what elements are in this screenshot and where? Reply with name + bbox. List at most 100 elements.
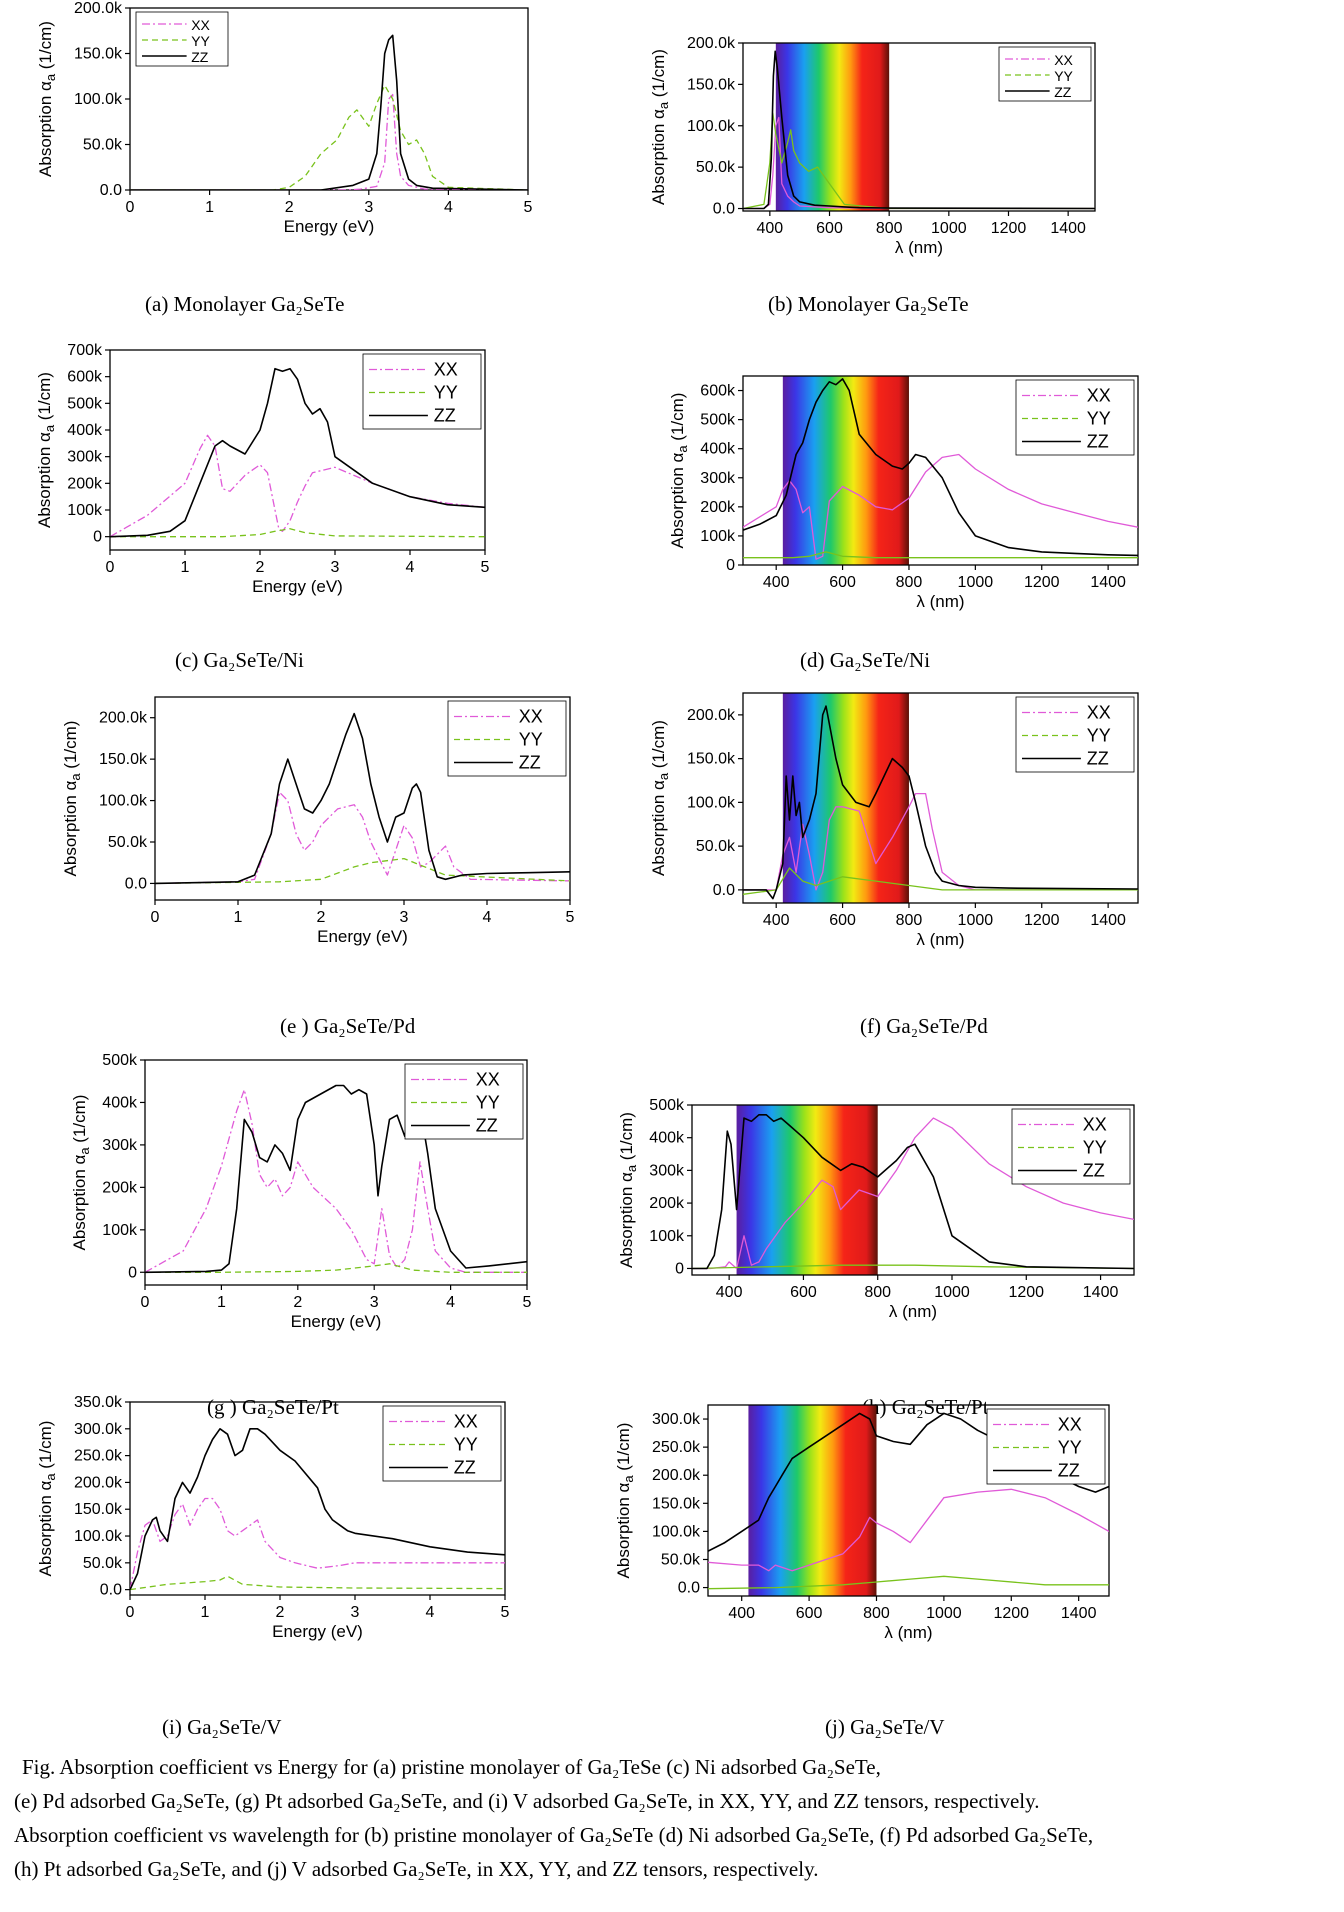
y-tick-label: 0.0: [100, 1582, 122, 1599]
x-tick-label: 4: [446, 1294, 455, 1311]
y-tick-label: 200.0k: [652, 1467, 701, 1484]
legend-label-zz: ZZ: [1058, 1461, 1080, 1481]
x-tick-label: 1200: [1024, 574, 1060, 591]
legend-label-zz: ZZ: [434, 406, 456, 426]
visible-spectrum-band: [782, 376, 909, 565]
y-tick-label: 0: [93, 529, 102, 546]
legend-label-xx: XX: [1058, 1415, 1082, 1435]
y-tick-label: 50.0k: [661, 1551, 701, 1568]
chart-i: 0 1 2 3 4 5 0.0 50.0k 100.0k 150.0k 200.0k 250.0k 30…: [36, 1394, 510, 1641]
series-line-yy: [110, 528, 485, 538]
legend: XX YY ZZ: [382, 1405, 502, 1482]
x-tick-label: 800: [864, 1284, 891, 1301]
legend-label-zz: ZZ: [1083, 1161, 1105, 1181]
y-tick-label: 0: [726, 557, 735, 574]
x-tick-label: 2: [256, 559, 265, 576]
y-tick-label: 0: [128, 1264, 137, 1281]
x-axis-label: Energy (eV): [272, 1622, 363, 1641]
x-tick-label: 600: [790, 1284, 817, 1301]
y-tick-label: 400k: [700, 441, 736, 458]
plot-frame: [742, 375, 1139, 566]
legend-label-xx: XX: [191, 17, 210, 33]
x-tick-label: 1200: [1024, 912, 1060, 929]
x-tick-label: 4: [444, 199, 453, 216]
x-tick-label: 5: [566, 909, 575, 926]
x-axis-label: Energy (eV): [291, 1312, 382, 1331]
y-tick-label: 200.0k: [687, 707, 736, 724]
series-line-yy: [130, 84, 528, 190]
x-tick-label: 1: [205, 199, 214, 216]
chart-g: 0 1 2 3 4 5 0 100k 200k 300k 400k 500k Energy (eV) Ab…: [70, 1052, 532, 1331]
x-tick-label: 600: [829, 574, 856, 591]
x-tick-label: 400: [763, 574, 790, 591]
series-line-xx: [743, 453, 1138, 560]
x-axis-label: Energy (eV): [284, 217, 375, 236]
x-axis-label: λ (nm): [916, 592, 964, 611]
legend-box: [382, 1405, 502, 1482]
series-line-zz: [110, 367, 485, 538]
legend: XX YY ZZ: [986, 1408, 1106, 1485]
y-tick-label: 200k: [67, 475, 103, 492]
plot-frame: [742, 42, 1096, 212]
panel-caption-e: (e ) Ga₂SeTe/Pd: [280, 1014, 416, 1038]
y-tick-label: 0.0: [713, 201, 735, 218]
chart-f: 400 600 800 1000 1200 1400 0.0 50.0k 100.0k 150.0…: [649, 692, 1139, 949]
x-tick-label: 1400: [1061, 1605, 1097, 1622]
chart-h: 400 600 800 1000 1200 1400 0 100k 200k 300k 400k 50…: [617, 1097, 1135, 1321]
legend-box: [362, 353, 482, 430]
y-tick-label: 100.0k: [74, 91, 123, 108]
y-tick-label: 300k: [700, 470, 736, 487]
y-axis-label: Absorption αa (1/cm): [614, 1423, 636, 1579]
x-tick-label: 1000: [931, 220, 967, 237]
x-axis-label: Energy (eV): [252, 577, 343, 596]
chart-j: 400 600 800 1000 1200 1400 0.0 50.0k 100.0k 150.0…: [614, 1404, 1110, 1642]
y-tick-label: 100k: [700, 528, 736, 545]
series-line-yy: [743, 112, 1095, 210]
y-tick-label: 100.0k: [99, 793, 148, 810]
y-tick-label: 100.0k: [74, 1528, 123, 1545]
y-tick-label: 50.0k: [696, 159, 736, 176]
x-tick-label: 1000: [934, 1284, 970, 1301]
visible-spectrum-band: [736, 1105, 878, 1275]
y-tick-label: 400k: [649, 1130, 685, 1147]
x-tick-label: 1200: [1008, 1284, 1044, 1301]
x-tick-label: 400: [756, 220, 783, 237]
y-tick-label: 150.0k: [74, 1501, 123, 1518]
x-tick-label: 1000: [958, 574, 994, 591]
legend-label-zz: ZZ: [476, 1116, 498, 1136]
series-line-xx: [155, 791, 570, 885]
y-tick-label: 200.0k: [99, 710, 148, 727]
legend-label-xx: XX: [1083, 1115, 1107, 1135]
y-tick-label: 150.0k: [99, 751, 148, 768]
y-tick-label: 100k: [67, 502, 103, 519]
x-tick-label: 1400: [1050, 220, 1086, 237]
y-tick-label: 200.0k: [687, 35, 736, 52]
x-tick-label: 2: [293, 1294, 302, 1311]
x-tick-label: 600: [816, 220, 843, 237]
series-line-yy: [145, 1263, 527, 1273]
legend-label-yy: YY: [1083, 1138, 1107, 1158]
x-tick-label: 800: [896, 912, 923, 929]
x-tick-label: 1400: [1083, 1284, 1119, 1301]
series-line-zz: [743, 705, 1138, 900]
y-axis-label: Absorption αa (1/cm): [70, 1095, 92, 1251]
y-tick-label: 100.0k: [652, 1523, 701, 1540]
legend-label-zz: ZZ: [454, 1458, 476, 1478]
legend-label-yy: YY: [519, 730, 543, 750]
panel-caption-b: (b) Monolayer Ga₂SeTe: [768, 292, 969, 316]
visible-spectrum-band: [782, 693, 909, 903]
legend-box: [1015, 696, 1135, 773]
y-tick-label: 400k: [102, 1094, 138, 1111]
legend-box: [135, 11, 229, 67]
legend-label-yy: YY: [476, 1093, 500, 1113]
x-tick-label: 3: [400, 909, 409, 926]
x-tick-label: 0: [141, 1294, 150, 1311]
series-line-yy: [155, 857, 570, 885]
y-axis-label: Absorption αa (1/cm): [35, 372, 57, 528]
x-tick-label: 2: [317, 909, 326, 926]
y-tick-label: 700k: [67, 342, 103, 359]
panel-caption-g: (g ) Ga₂SeTe/Pt: [207, 1395, 339, 1419]
plot-frame: [154, 696, 571, 901]
x-tick-label: 2: [276, 1604, 285, 1621]
legend-label-zz: ZZ: [1087, 432, 1109, 452]
